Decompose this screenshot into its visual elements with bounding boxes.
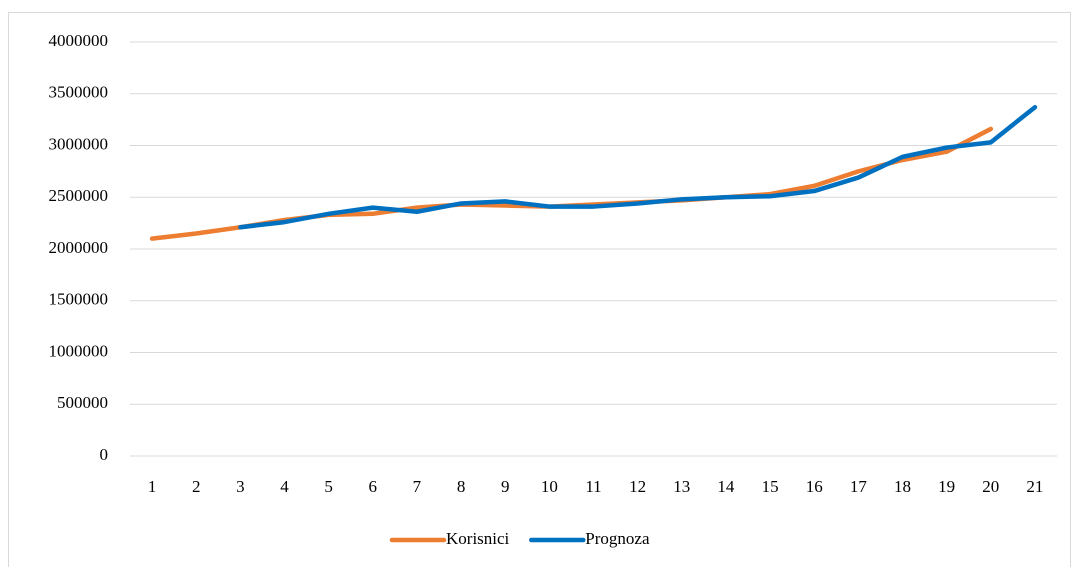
x-tick-label: 10 xyxy=(541,477,558,496)
x-tick-label: 7 xyxy=(413,477,422,496)
x-tick-label: 1 xyxy=(148,477,157,496)
x-tick-label: 13 xyxy=(673,477,690,496)
x-tick-label: 11 xyxy=(585,477,601,496)
x-tick-label: 12 xyxy=(629,477,646,496)
x-tick-label: 20 xyxy=(982,477,999,496)
chart-border xyxy=(8,12,1071,567)
legend-label: Prognoza xyxy=(585,529,650,548)
y-tick-label: 3000000 xyxy=(49,134,109,153)
x-tick-label: 19 xyxy=(938,477,955,496)
x-tick-label: 21 xyxy=(1026,477,1043,496)
x-tick-label: 2 xyxy=(192,477,201,496)
y-tick-label: 1500000 xyxy=(49,290,109,309)
y-tick-label: 500000 xyxy=(57,393,108,412)
x-tick-label: 14 xyxy=(717,477,735,496)
y-tick-label: 2000000 xyxy=(49,238,109,257)
x-tick-label: 6 xyxy=(369,477,378,496)
y-tick-label: 1000000 xyxy=(49,341,109,360)
y-tick-label: 2500000 xyxy=(49,186,109,205)
data-line xyxy=(238,104,1038,230)
x-tick-label: 4 xyxy=(280,477,289,496)
x-tick-label: 3 xyxy=(236,477,245,496)
x-tick-label: 9 xyxy=(501,477,510,496)
x-tick-label: 5 xyxy=(324,477,333,496)
y-tick-label: 3500000 xyxy=(49,83,109,102)
y-tick-label: 4000000 xyxy=(49,31,109,50)
x-tick-label: 18 xyxy=(894,477,911,496)
legend-label: Korisnici xyxy=(446,529,510,548)
x-tick-label: 16 xyxy=(806,477,823,496)
x-tick-label: 8 xyxy=(457,477,466,496)
x-tick-label: 15 xyxy=(762,477,779,496)
x-tick-label: 17 xyxy=(850,477,868,496)
y-tick-label: 0 xyxy=(100,445,109,464)
